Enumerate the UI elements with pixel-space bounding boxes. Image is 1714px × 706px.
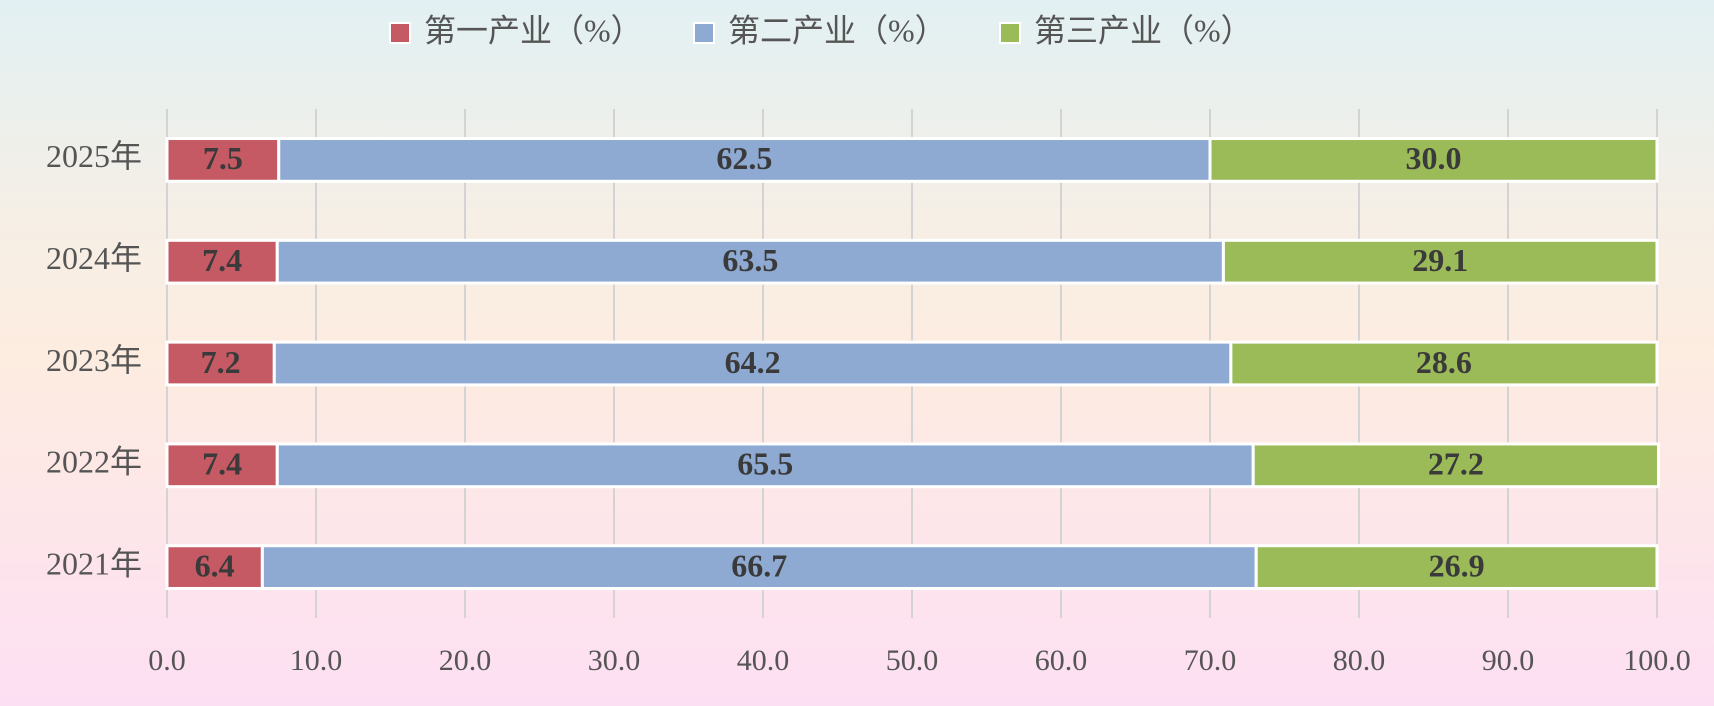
data-label: 6.4 (195, 547, 235, 583)
x-tick-label: 50.0 (886, 644, 939, 677)
data-label: 30.0 (1406, 140, 1462, 176)
legend-label: 第二产业（%） (728, 12, 947, 48)
data-label: 62.5 (716, 140, 772, 176)
legend-swatch (999, 22, 1021, 44)
x-tick-label: 100.0 (1623, 644, 1691, 677)
bar-segment (1254, 544, 1659, 590)
y-tick-label: 2022年 (46, 444, 142, 480)
bar-segment (1251, 442, 1660, 489)
data-label: 63.5 (722, 242, 778, 278)
x-tick-label: 10.0 (290, 644, 343, 677)
data-label: 29.1 (1412, 242, 1468, 278)
legend-label: 第一产业（%） (424, 12, 643, 48)
data-label: 64.2 (725, 344, 781, 380)
x-tick-label: 80.0 (1333, 644, 1386, 677)
bar-segment (260, 544, 1258, 590)
bar-segment (1221, 238, 1659, 285)
x-tick-label: 0.0 (148, 644, 186, 677)
data-label: 65.5 (737, 446, 793, 482)
y-tick-label: 2021年 (46, 545, 142, 581)
bar-segment (277, 137, 1212, 183)
legend-swatch (389, 22, 411, 44)
x-tick-label: 90.0 (1482, 644, 1535, 677)
bar-segment (1208, 137, 1659, 183)
x-tick-label: 70.0 (1184, 644, 1237, 677)
y-tick-label: 2023年 (46, 342, 142, 378)
bar-segment (165, 442, 279, 489)
bar-segment (275, 442, 1255, 489)
y-tick-label: 2024年 (46, 240, 142, 276)
data-label: 7.5 (203, 140, 243, 176)
x-tick-label: 20.0 (439, 644, 492, 677)
y-tick-label: 2025年 (46, 138, 142, 174)
data-label: 7.4 (202, 446, 242, 482)
bar-segment (275, 238, 1225, 285)
legend-swatch (693, 22, 715, 44)
x-tick-label: 60.0 (1035, 644, 1088, 677)
data-label: 28.6 (1416, 344, 1472, 380)
x-tick-label: 30.0 (588, 644, 641, 677)
data-label: 7.2 (201, 344, 241, 380)
bar-segment (165, 137, 281, 183)
data-label: 66.7 (731, 547, 787, 583)
bar-segment (165, 544, 264, 590)
x-tick-label: 40.0 (737, 644, 790, 677)
bar-segment (1229, 340, 1659, 387)
data-label: 27.2 (1428, 446, 1484, 482)
bar-segment (165, 340, 276, 387)
data-label: 7.4 (202, 242, 242, 278)
legend-label: 第三产业（%） (1034, 12, 1253, 48)
data-label: 26.9 (1429, 547, 1485, 583)
